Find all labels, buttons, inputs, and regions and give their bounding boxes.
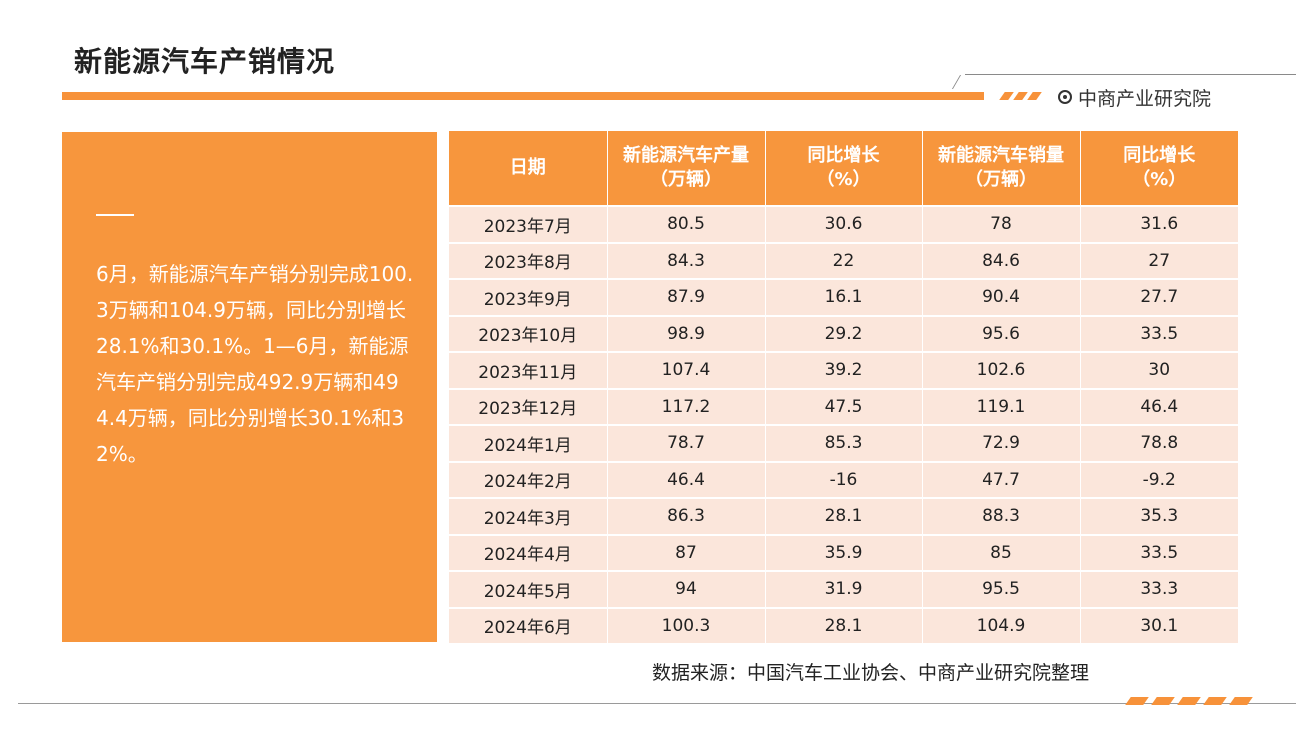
- cell-date: 2023年10月: [449, 315, 608, 353]
- cell-sales: 85: [922, 534, 1081, 572]
- cell-date: 2023年8月: [449, 242, 608, 280]
- cell-production: 87.9: [607, 279, 766, 317]
- table-row: 2024年3月 86.3 28.1 88.3 35.3: [449, 498, 1238, 536]
- summary-panel: 6月，新能源汽车产销分别完成100.3万辆和104.9万辆，同比分别增长28.1…: [62, 132, 437, 642]
- production-sales-table: 日期 新能源汽车产量 （万辆） 同比增长 （%） 新能源汽车销量 （万辆） 同比增长 （%） 2…: [449, 131, 1238, 645]
- cell-sales: 104.9: [922, 607, 1081, 645]
- cell-sales-growth: 31.6: [1080, 206, 1238, 244]
- cell-sales: 72.9: [922, 425, 1081, 463]
- table-header: 日期 新能源汽车产量 （万辆） 同比增长 （%） 新能源汽车销量 （万辆） 同比增长 （%）: [449, 131, 1238, 207]
- table-row: 2023年7月 80.5 30.6 78 31.6: [449, 206, 1238, 244]
- cell-production: 100.3: [607, 607, 766, 645]
- cell-sales-growth: 33.5: [1080, 534, 1238, 572]
- cell-sales: 78: [922, 206, 1081, 244]
- cell-production: 94: [607, 571, 766, 609]
- cell-sales-growth: -9.2: [1080, 461, 1238, 499]
- cell-date: 2024年1月: [449, 425, 608, 463]
- cell-date: 2023年9月: [449, 279, 608, 317]
- data-source-note: 数据来源：中国汽车工业协会、中商产业研究院整理: [652, 662, 1090, 684]
- brand-divider: [965, 74, 1296, 75]
- cell-date: 2023年12月: [449, 388, 608, 426]
- cell-sales-growth: 30: [1080, 352, 1238, 390]
- cell-sales: 119.1: [922, 388, 1081, 426]
- table-row: 2023年11月 107.4 39.2 102.6 30: [449, 352, 1238, 390]
- table-row: 2024年6月 100.3 28.1 104.9 30.1: [449, 607, 1238, 645]
- table-row: 2023年10月 98.9 29.2 95.6 33.5: [449, 315, 1238, 353]
- footer-divider: [18, 703, 1296, 704]
- cell-sales-growth: 33.3: [1080, 571, 1238, 609]
- cell-production-growth: 31.9: [765, 571, 923, 609]
- cell-date: 2024年5月: [449, 571, 608, 609]
- cell-date: 2024年4月: [449, 534, 608, 572]
- cell-date: 2024年3月: [449, 498, 608, 536]
- cell-date: 2023年11月: [449, 352, 608, 390]
- cell-production: 78.7: [607, 425, 766, 463]
- table-row: 2024年4月 87 35.9 85 33.5: [449, 534, 1238, 572]
- cell-production-growth: 16.1: [765, 279, 923, 317]
- cell-production: 80.5: [607, 206, 766, 244]
- cell-production-growth: 28.1: [765, 607, 923, 645]
- brand-logo: 中商产业研究院: [1058, 85, 1212, 110]
- cell-production-growth: 29.2: [765, 315, 923, 353]
- header-slash-decoration: [999, 92, 1050, 100]
- cell-date: 2023年7月: [449, 206, 608, 244]
- cell-production-growth: -16: [765, 461, 923, 499]
- cell-date: 2024年2月: [449, 461, 608, 499]
- cell-sales: 47.7: [922, 461, 1081, 499]
- cell-production: 46.4: [607, 461, 766, 499]
- cell-sales-growth: 27.7: [1080, 279, 1238, 317]
- table-row: 2023年8月 84.3 22 84.6 27: [449, 242, 1238, 280]
- cell-production-growth: 35.9: [765, 534, 923, 572]
- cell-sales-growth: 27: [1080, 242, 1238, 280]
- cell-production-growth: 39.2: [765, 352, 923, 390]
- cell-production: 84.3: [607, 242, 766, 280]
- page-title: 新能源汽车产销情况: [74, 45, 336, 78]
- footer-stripe-decoration: [1125, 697, 1258, 705]
- brand-name: 中商产业研究院: [1078, 87, 1212, 110]
- header-production: 新能源汽车产量 （万辆）: [607, 131, 766, 207]
- header-sales-growth: 同比增长 （%）: [1080, 131, 1238, 207]
- cell-sales-growth: 33.5: [1080, 315, 1238, 353]
- header-accent-bar: [62, 92, 984, 100]
- cell-production: 86.3: [607, 498, 766, 536]
- cell-sales-growth: 46.4: [1080, 388, 1238, 426]
- header-sales: 新能源汽车销量 （万辆）: [922, 131, 1081, 207]
- cell-sales: 95.5: [922, 571, 1081, 609]
- table-header-row: 日期 新能源汽车产量 （万辆） 同比增长 （%） 新能源汽车销量 （万辆） 同比增长 （%）: [449, 131, 1238, 207]
- cell-sales: 95.6: [922, 315, 1081, 353]
- cell-production-growth: 30.6: [765, 206, 923, 244]
- table-row: 2024年2月 46.4 -16 47.7 -9.2: [449, 461, 1238, 499]
- cell-sales-growth: 30.1: [1080, 607, 1238, 645]
- cell-production: 117.2: [607, 388, 766, 426]
- cell-sales: 102.6: [922, 352, 1081, 390]
- table-row: 2024年5月 94 31.9 95.5 33.3: [449, 571, 1238, 609]
- cell-production-growth: 22: [765, 242, 923, 280]
- header-date: 日期: [449, 131, 608, 207]
- cell-sales: 88.3: [922, 498, 1081, 536]
- cell-sales: 84.6: [922, 242, 1081, 280]
- cell-date: 2024年6月: [449, 607, 608, 645]
- summary-divider: [96, 214, 134, 216]
- cell-sales-growth: 78.8: [1080, 425, 1238, 463]
- brand-divider-tick: [951, 75, 962, 89]
- table-row: 2024年1月 78.7 85.3 72.9 78.8: [449, 425, 1238, 463]
- cell-production-growth: 28.1: [765, 498, 923, 536]
- table-row: 2023年12月 117.2 47.5 119.1 46.4: [449, 388, 1238, 426]
- header-production-growth: 同比增长 （%）: [765, 131, 923, 207]
- cell-production-growth: 47.5: [765, 388, 923, 426]
- summary-text: 6月，新能源汽车产销分别完成100.3万辆和104.9万辆，同比分别增长28.1…: [96, 262, 414, 466]
- cell-sales-growth: 35.3: [1080, 498, 1238, 536]
- table-body: 2023年7月 80.5 30.6 78 31.6 2023年8月 84.3 22 84.6 27…: [449, 206, 1238, 645]
- cell-production-growth: 85.3: [765, 425, 923, 463]
- cell-production: 107.4: [607, 352, 766, 390]
- cell-production: 98.9: [607, 315, 766, 353]
- cell-production: 87: [607, 534, 766, 572]
- cell-sales: 90.4: [922, 279, 1081, 317]
- table-row: 2023年9月 87.9 16.1 90.4 27.7: [449, 279, 1238, 317]
- target-icon: [1058, 90, 1072, 104]
